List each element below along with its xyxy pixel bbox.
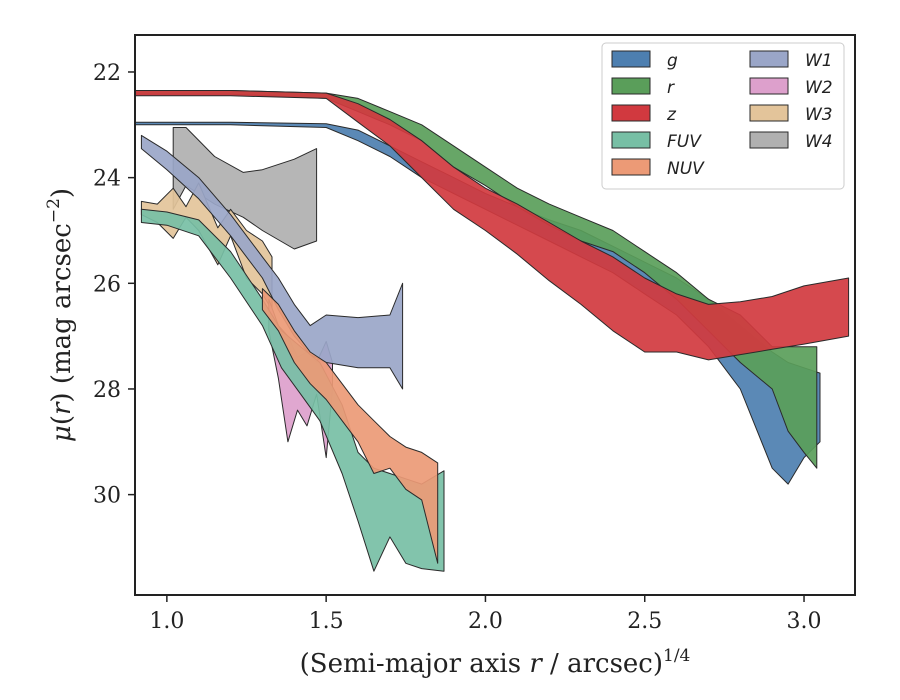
x-tick-label: 2.0: [468, 609, 503, 634]
band-z: [135, 90, 850, 361]
y-tick-label: 28: [93, 378, 121, 403]
legend-swatch-fuv: [611, 131, 651, 149]
y-tick-label: 22: [93, 61, 121, 86]
legend-swatch-z: [611, 104, 651, 122]
legend-swatch-nuv: [611, 158, 651, 176]
x-axis-label: (Semi-major axis r / arcsec)1/4: [300, 646, 691, 679]
legend-swatch-w2: [749, 77, 789, 95]
legend-swatch-w1: [749, 50, 789, 68]
legend-label-z: z: [666, 105, 677, 125]
plot-frame: [134, 34, 856, 596]
legend-label-w3: W3: [805, 105, 833, 125]
legend-label-w1: W1: [805, 51, 833, 71]
band-w1: [140, 134, 404, 390]
y-tick-label: 24: [93, 167, 121, 192]
x-tick-label: 2.5: [627, 609, 662, 634]
y-tick-label: 30: [93, 484, 121, 509]
y-tick-label: 26: [93, 272, 121, 297]
x-tick-label: 1.0: [149, 609, 184, 634]
legend-label-nuv: NUV: [667, 159, 705, 179]
legend-label-r: r: [667, 78, 675, 98]
band-nuv: [261, 288, 439, 564]
legend-label-g: g: [667, 51, 678, 71]
legend-swatch-w4: [749, 131, 789, 149]
legend-swatch-g: [611, 50, 651, 68]
legend-label-fuv: FUV: [667, 132, 702, 152]
axis-ticks: 1.0 1.5 2.0 2.5 3.0 22 24 26 28 30: [93, 61, 822, 634]
profile-bands: [135, 90, 850, 572]
legend-swatch-r: [611, 77, 651, 95]
legend: grz FUV NUV W1 W2 W3 W4: [601, 42, 845, 190]
legend-label-w2: W2: [805, 78, 833, 98]
legend-swatch-w3: [749, 104, 789, 122]
x-tick-label: 1.5: [309, 609, 344, 634]
legend-label-w4: W4: [805, 132, 833, 152]
y-axis-label: μ(r) (mag arcsec−2): [44, 188, 77, 442]
x-tick-label: 3.0: [787, 609, 822, 634]
